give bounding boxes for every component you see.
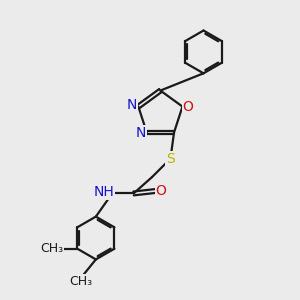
Text: S: S bbox=[166, 152, 175, 166]
Text: N: N bbox=[136, 126, 146, 140]
Text: NH: NH bbox=[94, 185, 114, 199]
Text: O: O bbox=[182, 100, 193, 114]
Text: CH₃: CH₃ bbox=[40, 242, 63, 255]
Text: O: O bbox=[155, 184, 167, 198]
Text: N: N bbox=[127, 98, 137, 112]
Text: CH₃: CH₃ bbox=[69, 275, 92, 288]
